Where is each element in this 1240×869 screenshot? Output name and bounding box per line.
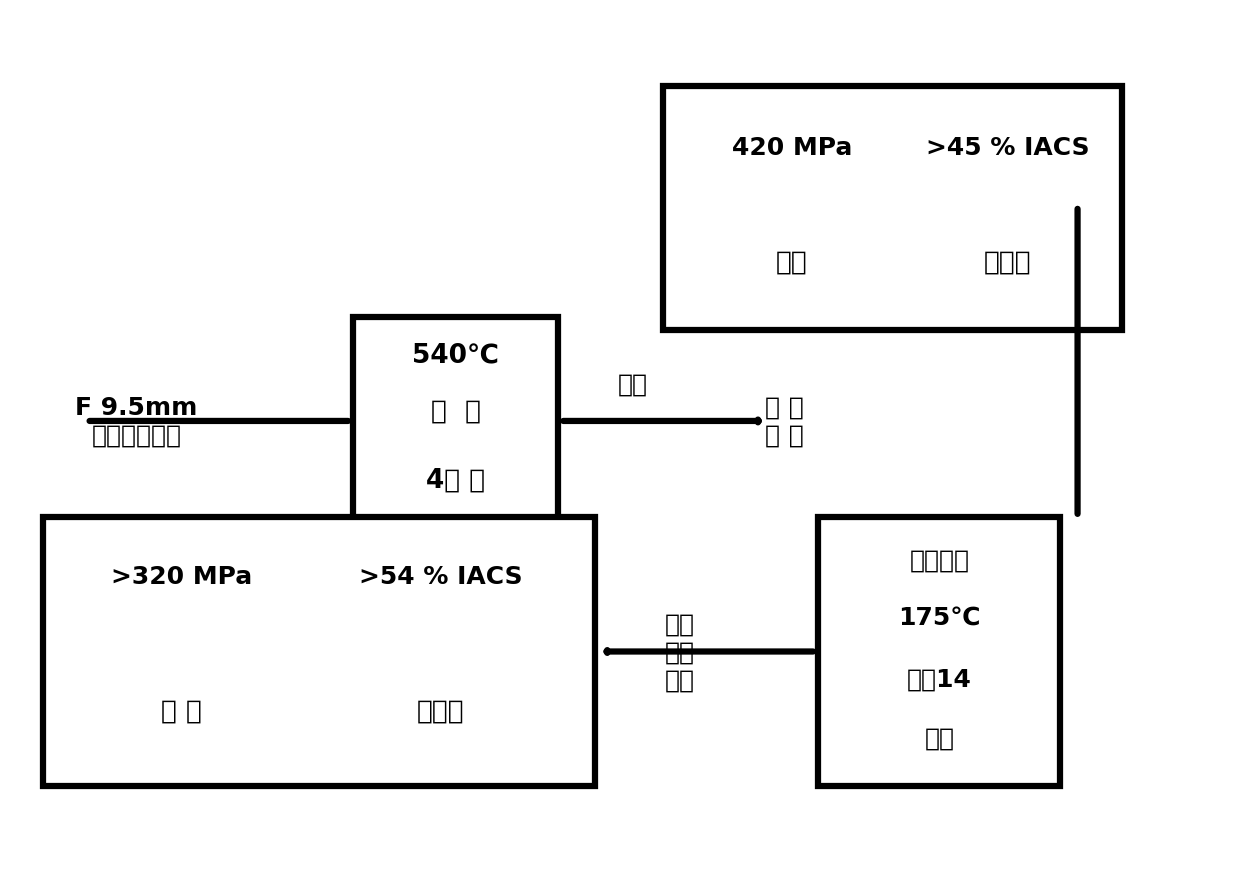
Bar — [663, 87, 1122, 330]
Text: 时效14: 时效14 — [906, 667, 972, 691]
Text: 后热处理: 后热处理 — [909, 548, 970, 572]
Text: 420 MPa: 420 MPa — [732, 136, 852, 160]
Text: 高强
高导
导线: 高强 高导 导线 — [665, 612, 694, 692]
Text: F 9.5mm
高强铝合金杆: F 9.5mm 高强铝合金杆 — [76, 395, 197, 448]
Text: >45 % IACS: >45 % IACS — [926, 136, 1089, 160]
Text: >54 % IACS: >54 % IACS — [358, 564, 522, 588]
Text: 强度: 强度 — [776, 249, 807, 275]
Text: 导电率: 导电率 — [417, 698, 465, 724]
Text: 高 强
导 线: 高 强 导 线 — [765, 395, 804, 448]
Text: 加工: 加工 — [618, 372, 647, 396]
Text: 小时: 小时 — [924, 726, 955, 750]
Text: 4小 时: 4小 时 — [427, 467, 485, 493]
Text: >320 MPa: >320 MPa — [110, 564, 252, 588]
Bar — [353, 317, 558, 526]
Bar — [818, 517, 1060, 786]
Text: 固  溶: 固 溶 — [430, 398, 481, 424]
Text: 导电率: 导电率 — [983, 249, 1032, 275]
Text: 175℃: 175℃ — [898, 605, 981, 628]
Text: 强 度: 强 度 — [161, 698, 202, 724]
Text: 540℃: 540℃ — [412, 342, 500, 368]
Bar — [43, 517, 595, 786]
